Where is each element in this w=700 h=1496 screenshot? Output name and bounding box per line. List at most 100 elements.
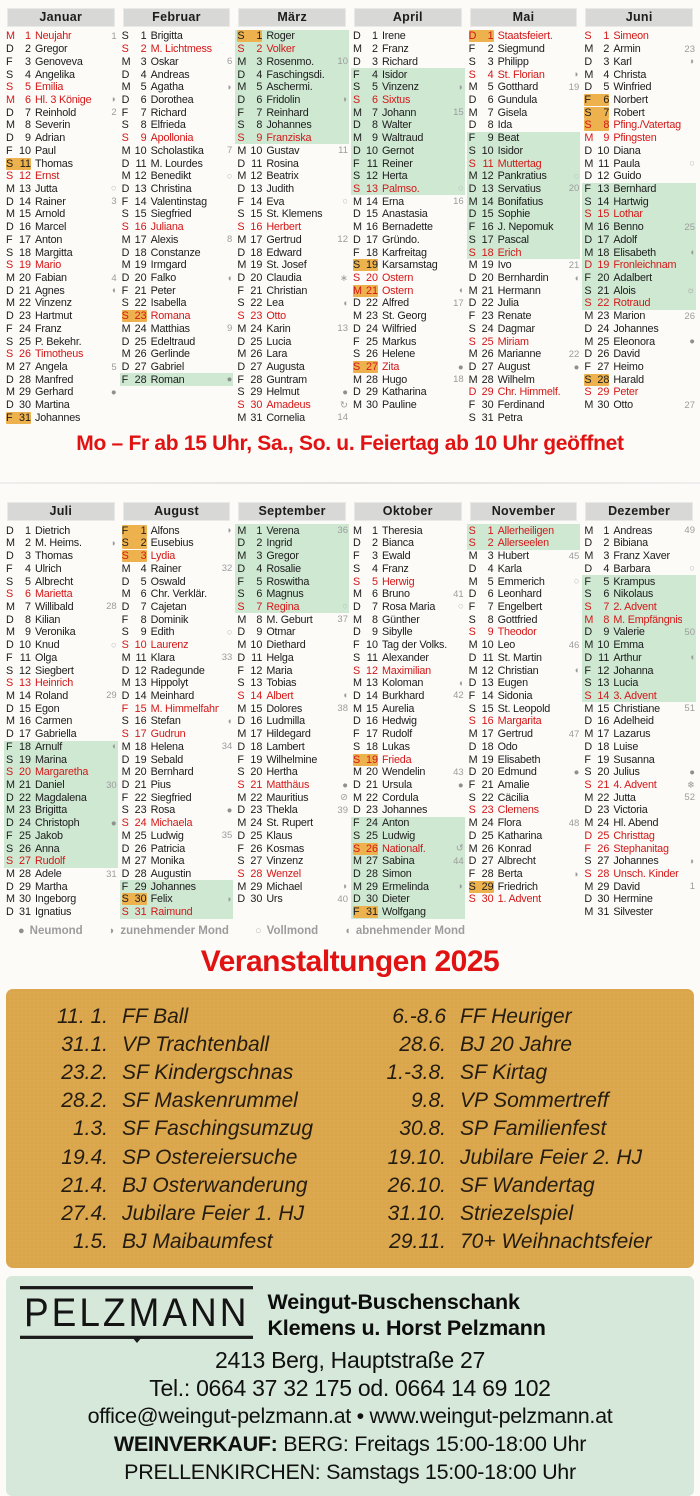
day-number: 17 [134, 728, 147, 741]
day-prefix: M 17 [122, 234, 147, 246]
event-date: 9.8. [410, 1089, 446, 1113]
day-number: 23 [18, 310, 31, 323]
day-number: 15 [597, 702, 610, 715]
name-day-label: Bonifatius [497, 195, 544, 208]
weekday-letter: M [352, 221, 362, 234]
name-day-label: Tobias [266, 677, 297, 690]
day-number: 12 [597, 664, 610, 677]
day-number: 20 [18, 272, 31, 285]
name-day-label: Gudrun [150, 728, 186, 741]
weekday-letter: S [352, 81, 361, 94]
weekday-letter: D [584, 829, 593, 842]
day-row: S 11 Thomas [4, 157, 118, 170]
day-number: 23 [250, 310, 263, 323]
waning-moon-icon: ◖ [110, 741, 117, 753]
day-prefix: M 15 [353, 703, 378, 715]
day-number: 6 [603, 588, 610, 601]
weekday-letter: D [352, 715, 361, 728]
name-day-label: Matthias [150, 322, 190, 335]
symbol-slot: ◗ [682, 56, 695, 67]
symbol-slot: ◗ [104, 94, 117, 105]
weekday-letter: D [237, 893, 246, 906]
weekday-letter: F [237, 664, 244, 677]
day-prefix: S 12 [6, 170, 31, 182]
day-row: D 17 Gabriella [4, 728, 118, 741]
day-prefix: D 30 [237, 893, 262, 905]
name-day-label: Matthäus [266, 779, 310, 792]
weekday-letter: S [584, 208, 592, 221]
weekday-letter: M [468, 728, 478, 741]
name-day-label: Lambert [266, 740, 305, 753]
day-row: F 12 Maria [235, 664, 349, 677]
day-number: 22 [250, 791, 263, 804]
day-prefix: D 12 [122, 665, 147, 677]
weekday-letter: S [6, 842, 14, 855]
name-day-label: Oswald [150, 575, 186, 588]
symbol-slot: ◗ [682, 856, 695, 867]
day-row: F 28 Guntram [235, 373, 349, 386]
events-column-left: 11. 1. FF Ball 31.1. VP Trachtenball 23.2. SF… [16, 1003, 346, 1257]
weekday-letter: F [352, 157, 360, 170]
week-number: 8 [227, 234, 233, 246]
day-prefix: M 13 [6, 183, 31, 195]
day-number: 21 [250, 779, 263, 792]
day-row: F 25 Markus [351, 335, 465, 348]
day-row: D 30 Urs 40 [235, 893, 349, 906]
day-row: S 13 Palmso. ○ [350, 182, 465, 196]
weekday-letter: D [6, 550, 14, 563]
day-row: F 10 Tag der Volks. [351, 639, 465, 652]
day-number: 23 [134, 804, 147, 817]
day-row: S 2 Volker [235, 42, 349, 56]
day-prefix: S 28 [237, 868, 262, 880]
name-day-label: Adrian [35, 132, 66, 145]
day-number: 1 [371, 524, 378, 537]
new-moon-icon: ● [110, 817, 117, 829]
day-number: 8 [371, 613, 378, 626]
event-name: Jubilare Feier 1. HJ [122, 1201, 305, 1225]
symbol-slot: ◗ [335, 94, 348, 105]
business-name-line1: Weingut-Buschenschank [267, 1290, 520, 1315]
name-day-label: Arthur [613, 651, 642, 664]
day-number: 14 [134, 195, 147, 208]
day-row: D 23 Johannes [351, 804, 465, 817]
name-day-label: Albert [266, 689, 294, 702]
day-number: 29 [250, 386, 263, 399]
calendar-top-half: Januar M 1 Neujahr 1 D 2 Gregor F 3 Genoveva S 4 Ange… [0, 0, 700, 456]
day-prefix: S 21 [237, 779, 262, 791]
day-number: 11 [598, 651, 610, 664]
day-number: 11 [366, 651, 378, 664]
weekday-letter: M [237, 170, 247, 183]
day-number: 27 [134, 361, 147, 374]
day-row: S 15 Siegfried [120, 208, 234, 221]
wine-sale-text: BERG: Freitags 15:00-18:00 Uhr [283, 1432, 587, 1457]
weekday-letter: S [121, 817, 129, 830]
weekday-letter: S [121, 43, 129, 56]
day-number: 24 [134, 817, 147, 830]
name-day-label: David [613, 348, 640, 361]
name-day-label: St. Florian [497, 68, 545, 81]
day-number: 12 [250, 170, 263, 183]
day-row: S 27 Rudolf [4, 854, 118, 868]
weekday-letter: F [237, 106, 244, 119]
day-row: D 2 Ingrid [235, 537, 349, 550]
day-row: D 7 Reinhold 2 [4, 106, 118, 119]
day-prefix: M 19 [237, 259, 262, 271]
name-day-label: Simon [381, 868, 412, 881]
name-day-label: Alexander [381, 651, 429, 664]
name-day-label: Pascal [497, 233, 529, 246]
name-day-label: Volker [266, 43, 296, 56]
full-moon-icon: ○ [110, 183, 117, 195]
week-number: 15 [453, 107, 464, 119]
day-row: D 25 Edeltraud [120, 335, 234, 348]
week-number: 1 [689, 881, 695, 893]
